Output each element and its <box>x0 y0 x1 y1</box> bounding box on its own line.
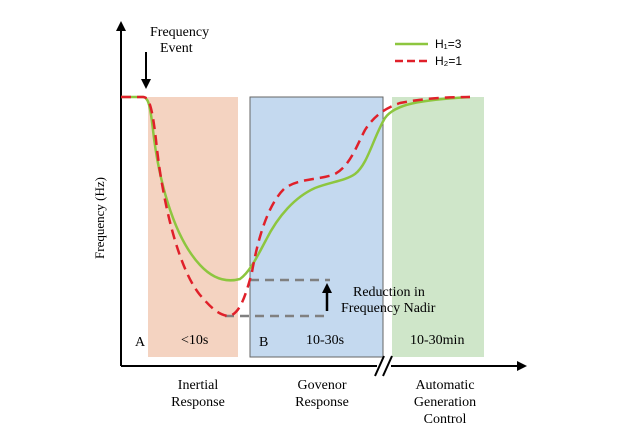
y-axis-label: Frequency (Hz) <box>92 177 107 259</box>
region-inertial <box>148 97 238 357</box>
region-name-agc-line1: Automatic <box>415 378 474 393</box>
region-name-agc-line3: Control <box>424 412 467 427</box>
region-time-agc: 10-30min <box>410 333 464 348</box>
region-name-agc-line2: Generation <box>414 395 476 410</box>
legend-label-h1: H₁=3 <box>435 37 462 51</box>
region-time-inertial: <10s <box>181 333 208 348</box>
point-label-b: B <box>259 335 268 350</box>
region-time-governor: 10-30s <box>306 333 344 348</box>
region-name-inertial-line1: Inertial <box>178 378 219 393</box>
curve-h1 <box>121 95 471 282</box>
axis-break-mark <box>382 355 393 377</box>
region-name-inertial-line2: Response <box>171 395 225 410</box>
point-label-a: A <box>135 335 146 350</box>
region-governor <box>249 96 384 358</box>
legend-label-h2: H₂=1 <box>435 54 462 68</box>
region-agc <box>392 97 484 357</box>
event-label-line1: Frequency <box>150 25 209 40</box>
annotation-line1: Reduction in <box>353 285 425 300</box>
curve-h2 <box>121 95 471 318</box>
region-name-governor-line2: Response <box>295 395 349 410</box>
event-label-line2: Event <box>160 41 193 56</box>
annotation-line2: Frequency Nadir <box>341 301 436 316</box>
axis-break-mark <box>374 355 385 377</box>
region-name-governor-line1: Govenor <box>298 378 347 393</box>
